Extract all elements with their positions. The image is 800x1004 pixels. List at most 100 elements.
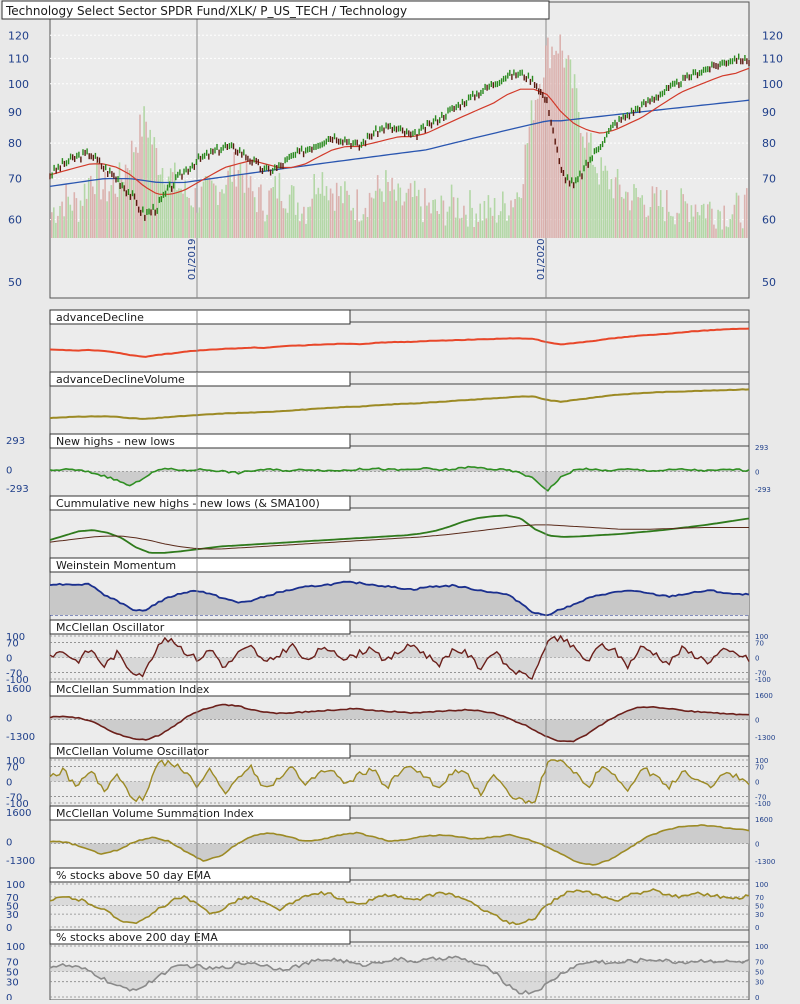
volume-bar [465, 214, 467, 238]
volume-bar [100, 199, 102, 238]
volume-bar [717, 209, 719, 238]
volume-bar [547, 37, 549, 238]
volume-bar [579, 133, 582, 238]
volume-bar [192, 207, 194, 238]
indicator-title: advanceDecline [56, 311, 144, 324]
volume-bar [157, 175, 160, 238]
header-box [49, 681, 351, 697]
volume-bar [649, 207, 652, 238]
volume-bar [294, 214, 297, 238]
volume-bar [502, 191, 504, 238]
y-tick-left: 0 [6, 714, 12, 725]
price-y-tick-right: 50 [762, 276, 776, 289]
volume-bar [108, 191, 110, 238]
y-tick-left: -70 [6, 793, 22, 804]
volume-bar [655, 187, 658, 238]
indicator-panel: advanceDecline [49, 309, 750, 373]
volume-bar [184, 180, 186, 238]
volume-bar [639, 197, 641, 238]
y-tick-left: 100 [6, 632, 25, 643]
volume-bar [424, 188, 426, 238]
price-y-tick-left: 70 [8, 173, 22, 186]
volume-bar [430, 213, 432, 238]
volume-bar [395, 200, 397, 238]
volume-bar [403, 201, 406, 238]
volume-bar [666, 190, 668, 238]
volume-bar [360, 220, 363, 238]
volume-bar [253, 197, 256, 238]
volume-bar [737, 195, 740, 238]
y-tick-left: 70 [6, 957, 19, 968]
price-y-tick-right: 60 [762, 214, 776, 227]
volume-bar [270, 188, 272, 238]
volume-bar [366, 217, 369, 238]
volume-bar [467, 226, 469, 238]
volume-bar [235, 186, 238, 238]
volume-bar [516, 192, 518, 238]
header-box [49, 433, 351, 449]
volume-bar [422, 222, 424, 238]
volume-bar [258, 187, 260, 238]
volume-bar [696, 212, 699, 238]
volume-bar [239, 163, 242, 238]
volume-bar [128, 170, 131, 238]
y-tick-left: 70 [6, 762, 19, 773]
y-tick-right: 70 [755, 639, 764, 647]
volume-bar [219, 191, 221, 238]
volume-bar [331, 193, 334, 238]
volume-bar [362, 214, 365, 238]
volume-bar [243, 192, 246, 238]
y-tick-right: 30 [755, 979, 764, 987]
volume-bar [575, 88, 578, 238]
y-tick-left: 70 [6, 638, 19, 649]
volume-bar [553, 55, 555, 238]
volume-bar [278, 173, 281, 238]
y-tick-left: 0 [6, 923, 12, 934]
volume-bar [176, 190, 178, 238]
indicator-area [50, 889, 749, 925]
indicator-title: New highs - new lows [56, 435, 175, 448]
volume-bar [741, 228, 744, 238]
y-tick-left: -100 [6, 799, 29, 810]
volume-bar [567, 55, 570, 239]
volume-bar [625, 191, 627, 238]
indicator-area [50, 704, 749, 742]
price-title-box [1, 0, 550, 20]
volume-bar [329, 188, 332, 238]
volume-bar [335, 182, 338, 238]
volume-bar [163, 184, 166, 238]
y-tick-right: -1300 [755, 858, 775, 866]
volume-bar [739, 222, 742, 238]
volume-bar [479, 203, 481, 238]
volume-bar [571, 88, 574, 238]
volume-bar [698, 215, 701, 238]
volume-bar [489, 207, 492, 238]
price-y-tick-right: 90 [762, 106, 776, 119]
volume-bar [610, 178, 613, 238]
y-tick-left: -1300 [6, 856, 35, 867]
volume-bar [77, 221, 80, 238]
volume-bar [520, 198, 523, 238]
y-tick-left: -1300 [6, 732, 35, 743]
volume-bar [268, 190, 270, 238]
volume-bar [473, 227, 475, 238]
volume-bar [670, 215, 672, 238]
volume-bar [126, 168, 129, 238]
volume-bar [678, 213, 680, 238]
y-tick-right: 70 [755, 958, 764, 966]
volume-bar [627, 192, 629, 238]
volume-bar [65, 184, 67, 238]
volume-bar [73, 192, 76, 238]
volume-bar [729, 219, 732, 238]
volume-bar [260, 184, 262, 238]
volume-bar [586, 132, 588, 238]
price-y-tick-left: 60 [8, 214, 22, 227]
volume-bar [321, 172, 324, 238]
volume-bar [247, 187, 250, 238]
y-tick-right: 0 [755, 779, 759, 787]
volume-bar [664, 221, 666, 238]
volume-bar [512, 207, 514, 238]
y-tick-right: 100 [755, 757, 768, 765]
volume-bar [528, 126, 531, 238]
volume-bar [391, 177, 393, 238]
